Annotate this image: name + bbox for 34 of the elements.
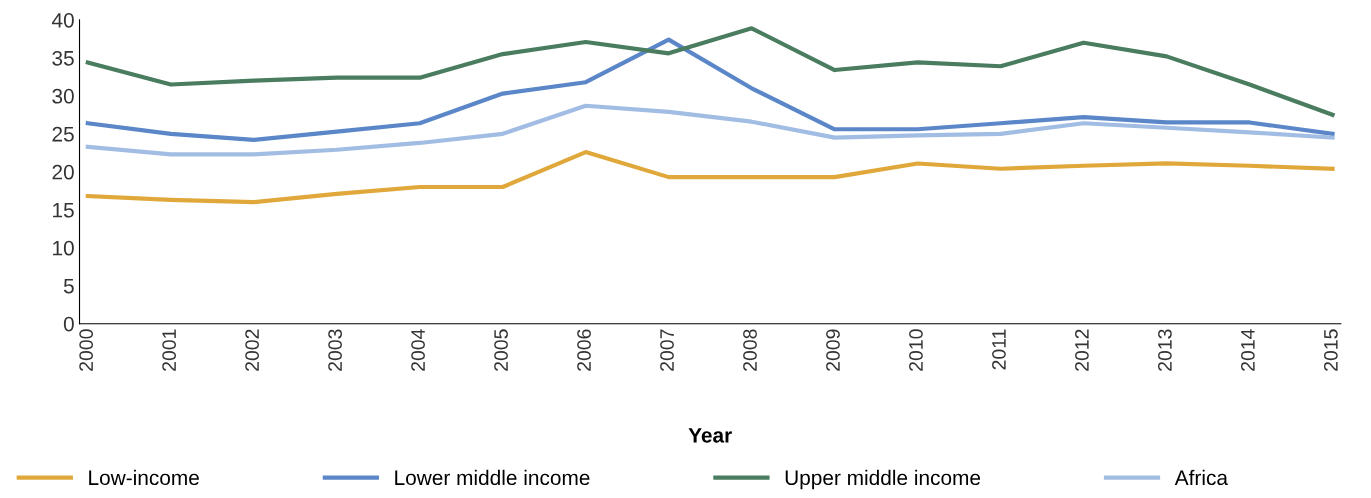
x-axis-title: Year [688,428,732,443]
x-tick-label: 2006 [577,329,591,371]
y-tick-label: 25 [52,126,74,142]
x-tick-label: 2002 [245,329,259,371]
line-series [85,103,1335,157]
x-tick-label: 2015 [1323,329,1338,371]
y-tick-label: 35 [52,50,74,66]
x-tick-label: 2000 [79,329,94,371]
x-tick-label: 2004 [411,329,425,371]
x-tick-label: 2005 [494,329,508,371]
x-tick-label: 2012 [1075,329,1089,371]
y-tick-label: 40 [51,12,74,28]
line-series [85,37,1335,142]
y-tick-label: 15 [53,203,74,218]
x-tick-label: 2011 [992,329,1006,370]
legend-label: Low-income [89,469,199,486]
x-tick-label: 2008 [743,329,757,371]
legend-label: Africa [1174,469,1228,486]
legend-label: Lower middle income [395,469,590,486]
x-tick-label: 2001 [162,329,177,371]
y-tick-label: 30 [52,88,74,104]
y-tick-label: 10 [53,240,74,256]
line-series [85,26,1335,117]
y-tick-label: 20 [52,164,74,180]
line-series [85,149,1335,205]
x-tick-label: 2003 [328,329,342,371]
x-tick-label: 2009 [826,329,840,371]
legend-label: Upper middle income [785,469,981,490]
x-tick-label: 2010 [909,329,923,371]
y-tick-label: 5 [63,278,74,294]
y-tick-label: 0 [63,316,74,332]
x-tick-label: 2014 [1241,329,1255,371]
x-tick-label: 2007 [660,329,674,371]
x-tick-label: 2013 [1158,329,1172,371]
